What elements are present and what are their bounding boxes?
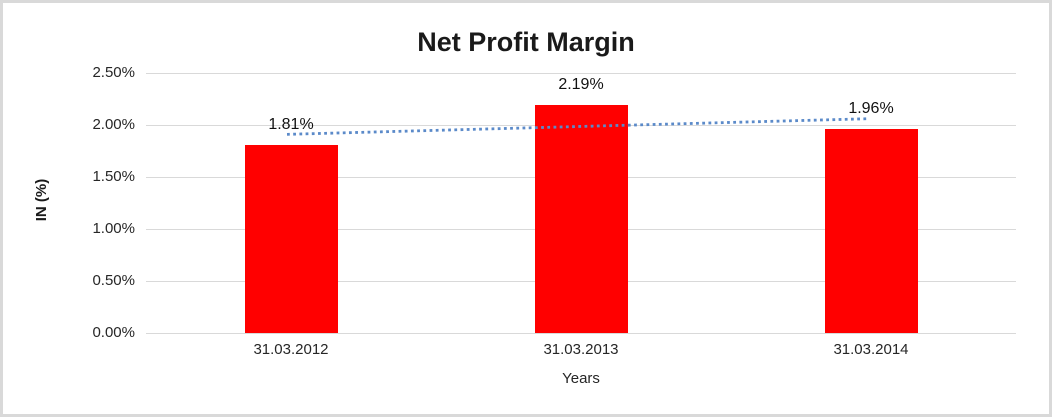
y-tick-label: 0.00% — [92, 324, 135, 341]
chart-title: Net Profit Margin — [417, 27, 635, 57]
y-tick-label: 1.00% — [92, 220, 135, 237]
bar-value-label: 1.81% — [268, 115, 314, 133]
y-tick-label: 2.50% — [92, 64, 135, 81]
bar-value-label: 2.19% — [558, 76, 604, 94]
x-axis-line — [146, 332, 1016, 334]
x-axis-title: Years — [562, 370, 600, 387]
x-tick-label: 31.03.2012 — [253, 341, 329, 358]
bar-31.03.2012 — [244, 144, 338, 333]
y-tick-label: 1.50% — [92, 168, 135, 185]
x-tick-label: 31.03.2014 — [833, 341, 909, 358]
y-tick-label: 2.00% — [92, 116, 135, 133]
bar-value-label: 1.96% — [848, 100, 894, 118]
gridline — [146, 72, 1016, 74]
x-tick-label: 31.03.2013 — [543, 341, 619, 358]
bar-31.03.2014 — [824, 129, 918, 333]
bar-31.03.2013 — [534, 105, 628, 333]
y-tick-label: 0.50% — [92, 272, 135, 289]
